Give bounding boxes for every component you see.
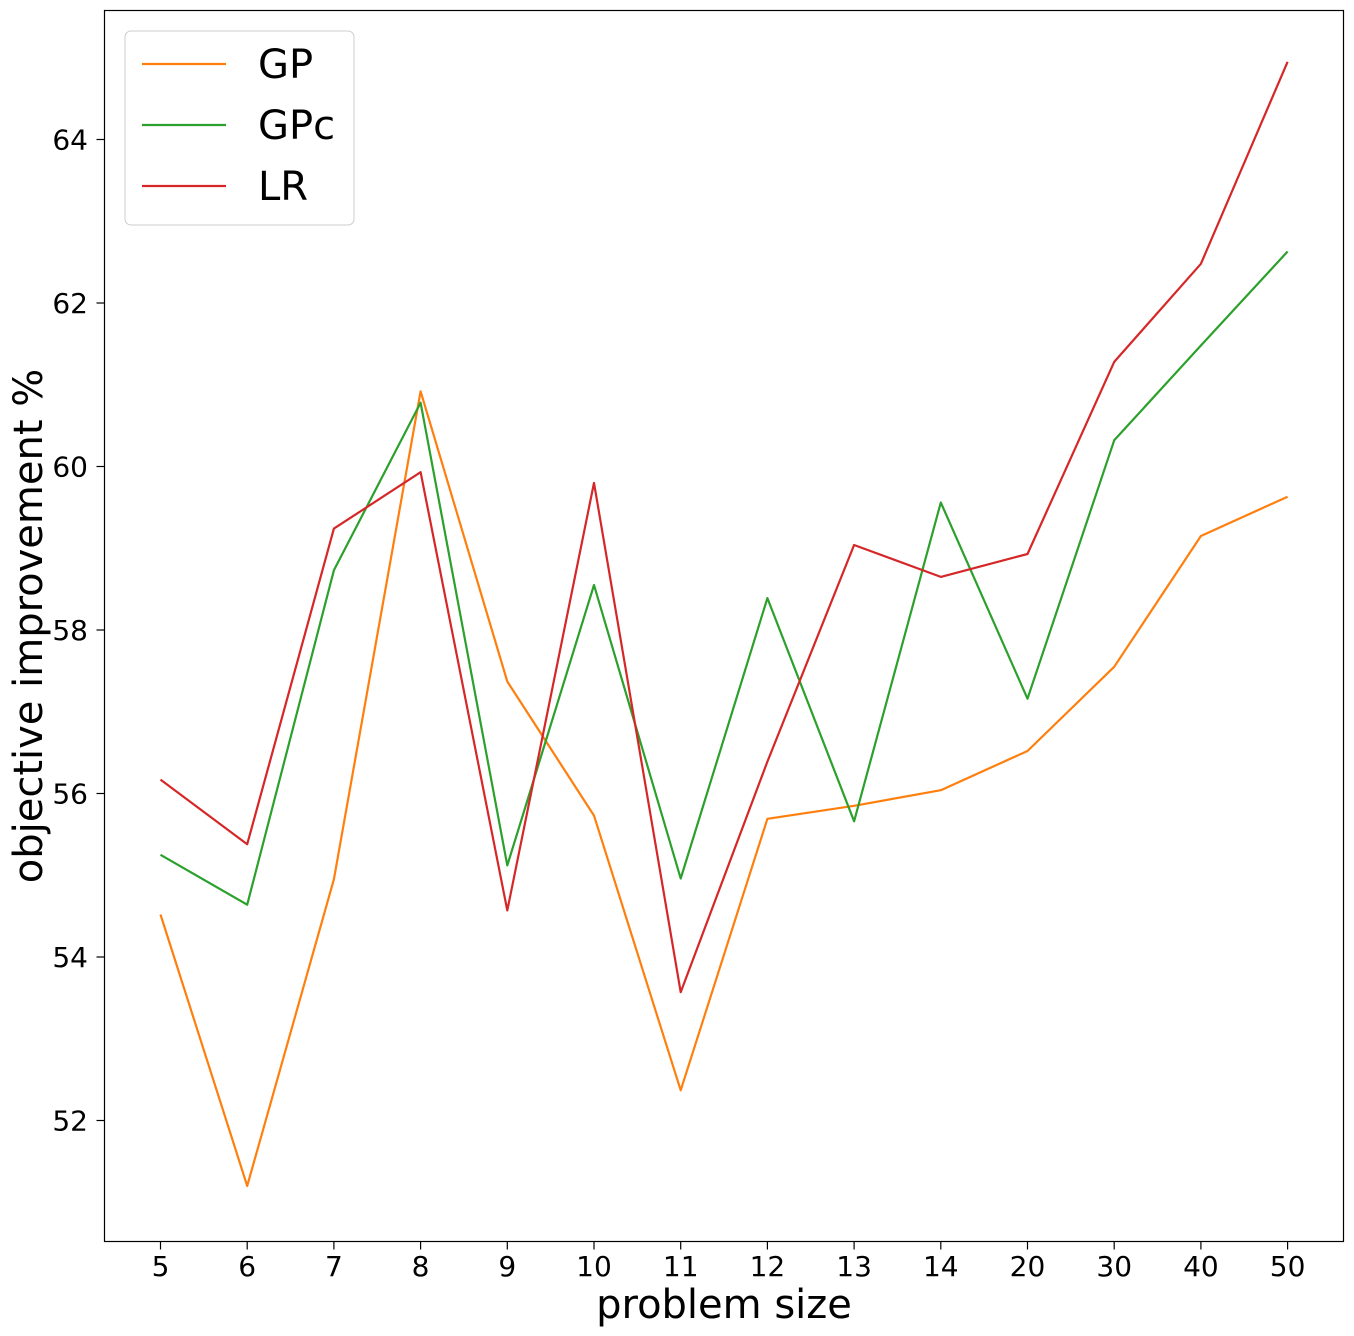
x-tick-label: 50 <box>1270 1250 1306 1283</box>
x-tick-label: 40 <box>1183 1250 1219 1283</box>
series-line-lr <box>159 61 1289 994</box>
legend-label-lr: LR <box>258 164 308 210</box>
y-tick-label: 52 <box>52 1105 88 1138</box>
x-tick-label: 9 <box>498 1250 516 1283</box>
x-tick-label: 7 <box>325 1250 343 1283</box>
x-tick-label: 10 <box>576 1250 612 1283</box>
legend-label-gp: GP <box>258 42 313 88</box>
x-tick-label: 12 <box>750 1250 786 1283</box>
x-axis-label: problem size <box>596 1282 852 1328</box>
y-tick-label: 54 <box>52 941 88 974</box>
y-tick-label: 62 <box>52 287 88 320</box>
legend-box <box>124 30 355 226</box>
x-tick-label: 14 <box>923 1250 959 1283</box>
legend: GP GPc LR <box>124 30 355 226</box>
x-tick-label: 30 <box>1096 1250 1132 1283</box>
x-tick-label: 11 <box>663 1250 699 1283</box>
y-tick-label: 56 <box>52 778 88 811</box>
y-tick-label: 64 <box>52 124 88 157</box>
x-tick-label: 13 <box>836 1250 872 1283</box>
series-line-gp <box>159 390 1289 1188</box>
x-axis: 5 6 7 8 9 10 11 12 13 14 20 30 40 50 <box>152 1241 1306 1283</box>
series-layer <box>159 61 1289 1188</box>
y-axis-label: objective improvement % <box>6 369 52 884</box>
x-tick-label: 6 <box>238 1250 256 1283</box>
x-tick-label: 5 <box>152 1250 170 1283</box>
x-tick-label: 20 <box>1010 1250 1046 1283</box>
y-tick-label: 58 <box>52 614 88 647</box>
legend-label-gpc: GPc <box>258 103 335 149</box>
plot-frame <box>103 9 1345 1243</box>
y-axis: 52 54 56 58 60 62 64 <box>52 124 105 1138</box>
y-tick-label: 60 <box>52 451 88 484</box>
x-tick-label: 8 <box>412 1250 430 1283</box>
series-line-gpc <box>159 250 1289 906</box>
